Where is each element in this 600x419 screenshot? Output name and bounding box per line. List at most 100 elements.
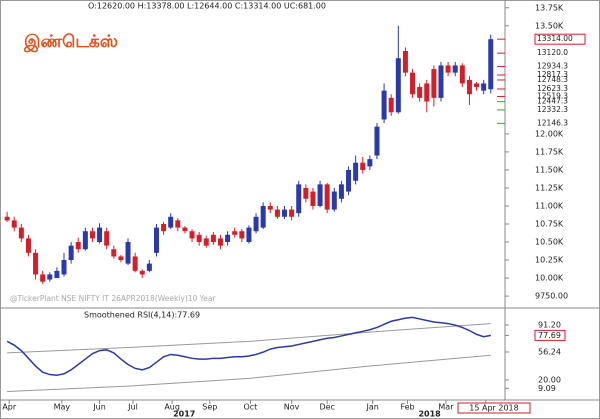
candle-body [410,72,416,95]
candle-body [210,234,216,243]
level-label: 12748.3 [537,75,568,84]
candle-body [474,83,480,88]
candle-body [289,209,295,217]
candle-body [488,39,494,90]
candle-body [161,223,167,232]
y-tick-label: 11.00K [535,201,564,210]
chart-title: இண்டெக்ஸ் [23,32,118,52]
candle-body [111,249,117,257]
candle-body [232,231,238,235]
y-tick-label: 10.00K [535,274,564,283]
rsi-band [7,354,491,393]
candle-body [4,216,10,221]
level-label: 12934.3 [537,62,568,71]
rsi-tick-label: 20.00 [538,375,561,384]
x-tick-label: Nov [284,403,300,412]
y-tick-label: 13.75K [535,3,564,12]
candle-body [246,227,252,243]
level-label: 12623.3 [537,84,568,93]
candle-body [47,274,53,280]
candle-body [431,69,437,98]
candle-body [203,238,209,246]
candle-body [175,220,181,228]
candle-body [338,184,344,199]
candle-body [282,209,288,217]
candle-body [253,216,259,232]
candle-body [374,126,380,156]
candle-body [217,238,223,246]
candle-body [104,231,110,246]
rsi-tick-label: 91.20 [538,320,561,329]
candle-body [331,191,337,210]
candle-body [459,65,465,84]
y-tick-label: 12.00K [535,129,564,138]
candle-body [33,252,39,275]
rsi-band [7,323,491,354]
rsi-line [6,316,491,377]
x-tick-label: Oct [243,403,257,412]
candle-body [25,238,31,253]
date-box [457,402,531,414]
year-label: 2017 [173,410,195,419]
candle-body [388,97,394,113]
candle-body [225,234,231,243]
level-label: 13314.00 [537,34,573,43]
x-tick-label: Jan [366,403,379,412]
candle-body [139,270,145,275]
x-tick-label: Sep [202,403,217,412]
x-tick-label: May [54,403,71,412]
x-tick-label: Aug [164,403,180,412]
candle-body [381,90,387,120]
candle-body [40,274,46,282]
y-tick-label: 9750.00 [535,292,568,301]
candle-body [18,227,24,239]
level-label: 13120.0 [537,48,568,57]
candle-body [267,205,273,210]
candle-body [97,227,103,243]
candle-body [189,231,195,239]
candle-body [153,227,159,253]
candle-body [118,256,124,261]
candle-body [367,159,373,167]
candle-body [146,263,152,271]
level-label: 12146.3 [537,118,568,127]
candle-body [11,220,17,228]
y-tick-label: 10.75K [535,219,564,228]
y-tick-label: 10.25K [535,256,564,265]
candle-body [75,242,81,250]
candle-body [417,87,423,98]
watermark: @TickerPlant NSE NIFTY IT 26APR2018(Week… [10,294,216,303]
candle-body [125,242,131,264]
candle-body [395,58,401,113]
candle-body [424,83,430,102]
level-label: 12332.3 [537,105,568,114]
candle-body [353,162,359,181]
candle-body [68,245,74,261]
y-tick-label: 11.25K [535,183,564,192]
candle-body [310,191,316,206]
rsi-tick-label: 56.24 [538,347,561,356]
x-tick-label: Dec [319,403,334,412]
rsi-tick-label: 9.09 [538,384,556,393]
candle-body [445,65,451,73]
year-label: 2018 [418,410,441,419]
date-label: 15 Apr 2018 [469,404,518,413]
candle-body [61,260,67,275]
candle-body [296,184,302,214]
candle-body [481,83,487,91]
rsi-label: Smoothened RSI(4,14):77.69 [84,311,200,320]
candle-body [82,231,88,250]
level-label: 12447.3 [537,97,568,106]
x-tick-label: Mar [438,403,454,412]
x-tick-label: Jul [127,403,138,412]
y-tick-label: 11.75K [535,147,564,156]
candle-body [360,162,366,170]
candle-body [317,184,323,206]
candle-body [132,256,138,271]
candle-body [239,231,245,239]
candle-body [438,65,444,98]
y-tick-label: 10.50K [535,238,564,247]
candle-body [346,169,352,192]
x-tick-label: Feb [400,403,414,412]
